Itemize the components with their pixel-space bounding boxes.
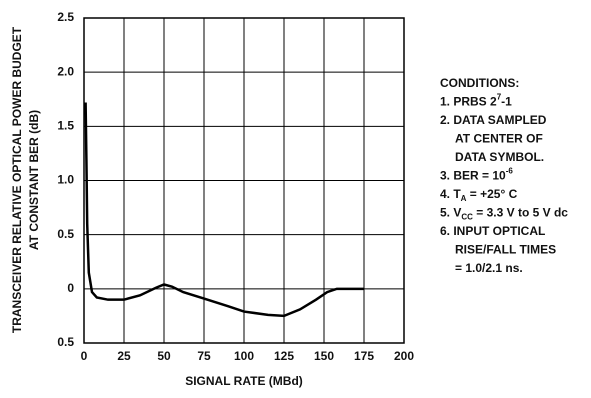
condition-text: 4. T [440,187,461,201]
x-tick-label: 25 [117,349,131,363]
conditions-title: CONDITIONS: [440,76,519,90]
condition-text: AT CENTER OF [455,132,543,146]
condition-line: 2. DATA SAMPLED [440,113,547,127]
condition-line: 1. PRBS 27-1 [440,93,512,109]
condition-text: 7 [497,93,502,102]
x-axis-label: SIGNAL RATE (MBd) [185,374,303,388]
y-tick-label: 1.0 [57,173,74,187]
condition-line: RISE/FALL TIMES [455,243,556,257]
y-axis-label: TRANSCEIVER RELATIVE OPTICAL POWER BUDGE… [10,26,24,333]
condition-text: 2. DATA SAMPLED [440,113,547,127]
condition-text: 3. BER = 10 [440,169,506,183]
y-tick-label: 0.5 [57,227,74,241]
condition-line: 3. BER = 10-6 [440,167,513,183]
y-tick-label: 2.5 [57,10,74,24]
y-tick-label: 0.5 [57,335,74,349]
condition-text: = 3.3 V to 5 V dc [473,206,568,220]
condition-text: -6 [506,167,514,176]
condition-text: 5. V [440,206,461,220]
condition-text: = 1.0/2.1 ns. [455,261,523,275]
x-tick-label: 125 [274,349,294,363]
x-tick-label: 75 [197,349,211,363]
condition-text: DATA SYMBOL. [455,150,544,164]
y-tick-label: 1.5 [57,119,74,133]
data-line [84,102,364,318]
condition-line: AT CENTER OF [455,132,543,146]
condition-text: RISE/FALL TIMES [455,243,556,257]
condition-text: 1. PRBS 2 [440,95,497,109]
x-tick-label: 100 [234,349,254,363]
condition-text: = +25° C [466,187,517,201]
condition-line: 6. INPUT OPTICAL [440,224,545,238]
condition-line: 5. VCC = 3.3 V to 5 V dc [440,206,568,222]
condition-text: -1 [501,95,512,109]
condition-text: CC [461,213,473,222]
x-tick-label: 150 [314,349,334,363]
condition-line: DATA SYMBOL. [455,150,544,164]
condition-text: A [461,194,467,203]
y-axis-label: AT CONSTANT BER (dB) [27,110,41,250]
y-tick-label: 2.0 [57,64,74,78]
condition-line: 4. TA = +25° C [440,187,518,203]
x-tick-label: 0 [81,349,88,363]
condition-text: 6. INPUT OPTICAL [440,224,545,238]
condition-line: = 1.0/2.1 ns. [455,261,523,275]
y-tick-label: 0 [67,281,74,295]
x-tick-label: 175 [354,349,374,363]
x-tick-label: 200 [394,349,414,363]
x-tick-label: 50 [157,349,171,363]
